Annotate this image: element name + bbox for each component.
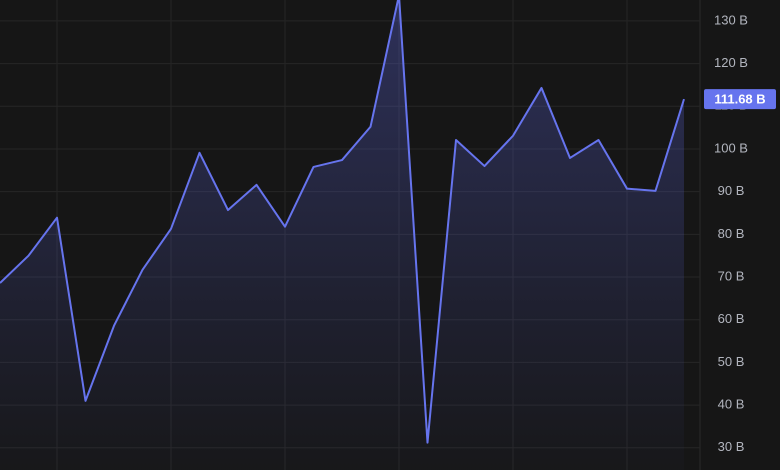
y-tick-label: 40 B <box>718 397 745 412</box>
y-tick-label: 100 B <box>714 140 748 155</box>
area-fill <box>0 0 684 470</box>
y-tick-label: 120 B <box>714 55 748 70</box>
y-tick-label: 50 B <box>718 354 745 369</box>
y-tick-label: 80 B <box>718 226 745 241</box>
price-label-box <box>704 89 776 110</box>
y-tick-label: 60 B <box>718 311 745 326</box>
y-tick-label: 130 B <box>714 12 748 27</box>
price-label: 111.68 B <box>714 92 765 107</box>
y-tick-label: 30 B <box>718 439 745 454</box>
plot-area <box>0 0 685 470</box>
line <box>0 0 685 444</box>
y-tick-label: 90 B <box>718 183 745 198</box>
y-tick-label: 70 B <box>718 268 745 283</box>
